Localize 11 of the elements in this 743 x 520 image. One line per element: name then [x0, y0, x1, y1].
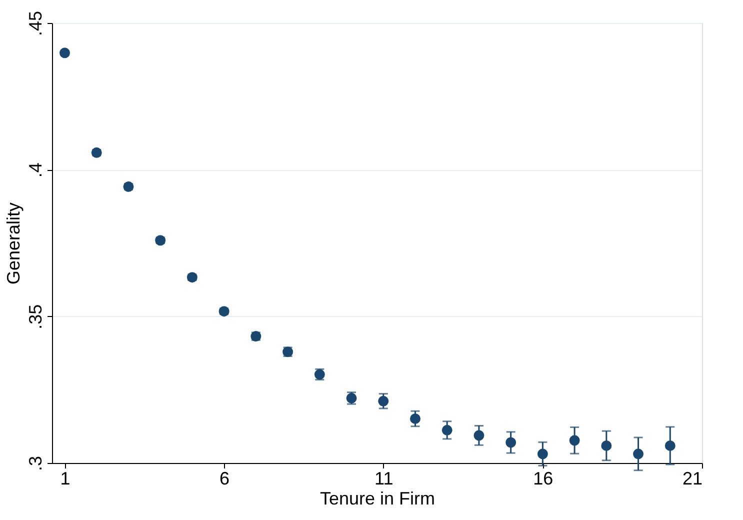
- x-tick-label: 1: [60, 468, 70, 488]
- x-tick-label: 6: [220, 468, 230, 488]
- x-axis-title: Tenure in Firm: [320, 488, 436, 508]
- y-axis-title: Generality: [4, 202, 24, 285]
- y-tick-label: .3: [26, 456, 46, 472]
- y-tick-label: .35: [26, 304, 46, 330]
- x-tick-label: 21: [682, 468, 702, 488]
- y-tick-label: .45: [26, 10, 46, 36]
- y-tick-label: .4: [26, 162, 46, 178]
- x-tick-label: 16: [533, 468, 554, 488]
- x-tick-label: 11: [374, 468, 394, 488]
